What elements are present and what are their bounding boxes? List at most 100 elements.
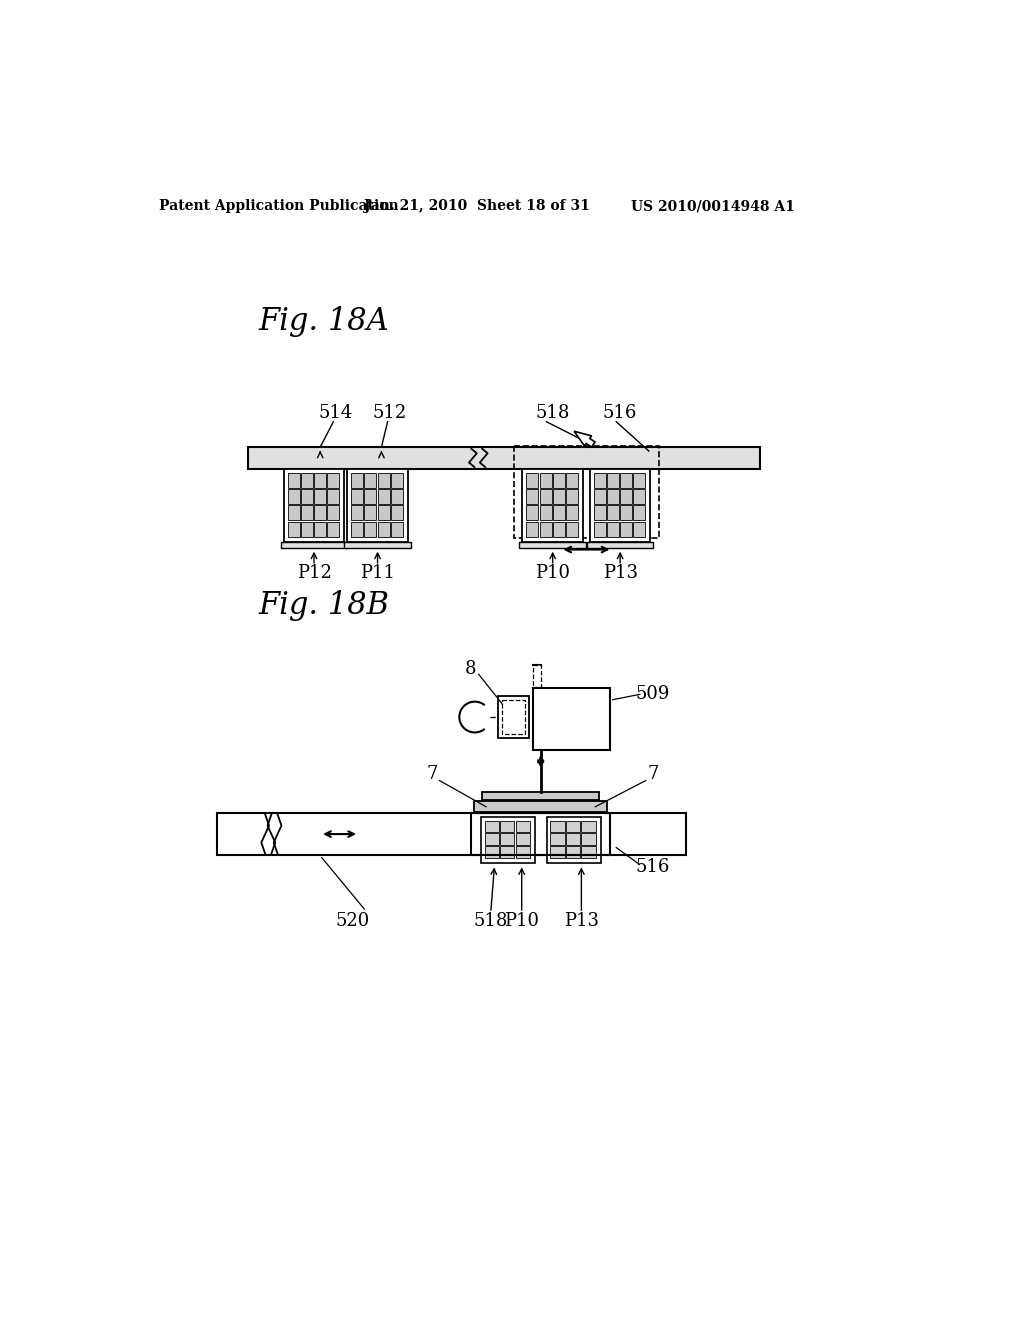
Bar <box>288 521 300 537</box>
Bar <box>515 846 529 858</box>
Text: US 2010/0014948 A1: US 2010/0014948 A1 <box>631 199 795 213</box>
Bar <box>391 488 402 504</box>
Bar <box>378 473 389 488</box>
Bar <box>621 488 632 504</box>
Bar <box>365 488 377 504</box>
Text: 7: 7 <box>648 766 659 783</box>
Bar <box>594 473 606 488</box>
Bar <box>519 543 586 548</box>
Bar <box>532 688 610 750</box>
Text: Fig. 18A: Fig. 18A <box>258 306 389 337</box>
Bar <box>532 665 541 686</box>
Bar <box>378 521 389 537</box>
Bar <box>514 446 658 539</box>
Bar <box>365 473 377 488</box>
Text: 516: 516 <box>636 858 670 875</box>
Bar <box>553 521 564 537</box>
Bar <box>328 521 339 537</box>
Text: 518: 518 <box>536 404 570 421</box>
Bar <box>566 821 581 833</box>
Text: P13: P13 <box>603 565 638 582</box>
Bar <box>594 521 606 537</box>
Bar <box>553 506 564 520</box>
Text: 514: 514 <box>318 404 353 421</box>
Text: Patent Application Publication: Patent Application Publication <box>160 199 399 213</box>
Bar <box>301 488 313 504</box>
Text: P10: P10 <box>504 912 540 929</box>
Bar <box>582 833 596 845</box>
Text: P11: P11 <box>360 565 395 582</box>
Bar <box>594 488 606 504</box>
Text: 518: 518 <box>473 912 508 929</box>
Bar <box>621 521 632 537</box>
Bar <box>540 506 552 520</box>
Bar <box>365 521 377 537</box>
Bar <box>566 521 578 537</box>
Bar <box>607 506 618 520</box>
Bar <box>633 506 645 520</box>
Bar <box>582 821 596 833</box>
Bar <box>474 801 607 812</box>
Bar <box>607 473 618 488</box>
Bar <box>351 473 364 488</box>
Text: 516: 516 <box>603 404 637 421</box>
Bar <box>500 821 514 833</box>
Bar <box>550 846 564 858</box>
Bar <box>553 473 564 488</box>
Bar <box>540 488 552 504</box>
Bar <box>522 469 583 541</box>
Bar <box>621 473 632 488</box>
Bar <box>391 506 402 520</box>
Text: 7: 7 <box>426 766 437 783</box>
Bar <box>314 506 326 520</box>
Text: P13: P13 <box>564 912 599 929</box>
Text: 509: 509 <box>636 685 671 704</box>
Text: 8: 8 <box>465 660 477 678</box>
Bar <box>301 521 313 537</box>
Bar <box>314 473 326 488</box>
Bar <box>540 521 552 537</box>
Bar <box>471 813 610 855</box>
Bar <box>515 833 529 845</box>
Bar <box>351 521 364 537</box>
Text: Jan. 21, 2010  Sheet 18 of 31: Jan. 21, 2010 Sheet 18 of 31 <box>364 199 590 213</box>
Bar <box>550 821 564 833</box>
Text: 512: 512 <box>373 404 408 421</box>
Bar <box>607 488 618 504</box>
Bar <box>484 833 499 845</box>
Bar <box>566 488 578 504</box>
Bar <box>378 488 389 504</box>
Bar <box>566 846 581 858</box>
Bar <box>566 473 578 488</box>
Bar <box>526 521 539 537</box>
Bar <box>633 488 645 504</box>
Bar <box>482 792 599 800</box>
Bar <box>566 506 578 520</box>
Bar <box>526 506 539 520</box>
Bar <box>550 833 564 845</box>
Bar <box>301 473 313 488</box>
Bar <box>515 821 529 833</box>
Text: Fig. 18B: Fig. 18B <box>258 590 389 620</box>
Bar <box>526 473 539 488</box>
Polygon shape <box>574 432 595 447</box>
Bar <box>288 473 300 488</box>
Bar <box>217 813 686 855</box>
Bar <box>502 700 525 734</box>
Bar <box>553 488 564 504</box>
Bar <box>284 469 344 541</box>
Bar <box>391 521 402 537</box>
Bar <box>328 506 339 520</box>
Bar <box>301 506 313 520</box>
Bar <box>566 833 581 845</box>
Bar <box>344 543 411 548</box>
Bar <box>633 473 645 488</box>
Bar <box>314 488 326 504</box>
Bar <box>365 506 377 520</box>
Bar <box>587 543 653 548</box>
Bar <box>328 473 339 488</box>
Bar <box>347 469 408 541</box>
Bar <box>288 488 300 504</box>
Bar <box>391 473 402 488</box>
Bar <box>484 821 499 833</box>
